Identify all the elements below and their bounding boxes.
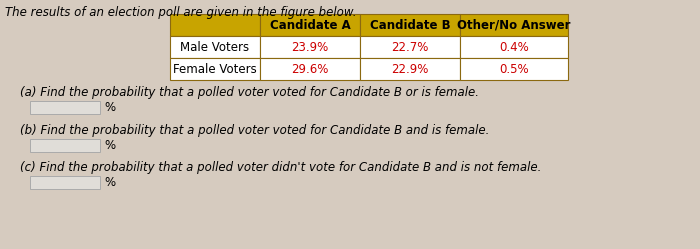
Bar <box>460 14 568 36</box>
Text: Male Voters: Male Voters <box>181 41 250 54</box>
Text: 0.4%: 0.4% <box>499 41 529 54</box>
Text: 22.7%: 22.7% <box>391 41 428 54</box>
Bar <box>360 14 460 36</box>
Bar <box>30 139 100 152</box>
Text: 22.9%: 22.9% <box>391 62 428 75</box>
Bar <box>260 14 360 36</box>
Bar <box>30 101 100 114</box>
Bar <box>170 58 260 80</box>
Bar <box>170 36 260 58</box>
Text: 0.5%: 0.5% <box>499 62 528 75</box>
Text: Other/No Answer: Other/No Answer <box>457 18 570 32</box>
Bar <box>170 14 260 36</box>
Text: (a) Find the probability that a polled voter voted for Candidate B or is female.: (a) Find the probability that a polled v… <box>20 86 479 99</box>
Bar <box>360 36 460 58</box>
Text: 29.6%: 29.6% <box>291 62 329 75</box>
Bar <box>460 58 568 80</box>
Text: Female Voters: Female Voters <box>173 62 257 75</box>
Text: %: % <box>104 101 115 114</box>
Text: Candidate A: Candidate A <box>270 18 351 32</box>
Text: The results of an election poll are given in the figure below.: The results of an election poll are give… <box>5 6 356 19</box>
Text: %: % <box>104 139 115 152</box>
Text: Candidate B: Candidate B <box>370 18 450 32</box>
Bar <box>460 36 568 58</box>
Bar <box>30 176 100 189</box>
Bar <box>360 58 460 80</box>
Bar <box>260 36 360 58</box>
Text: (b) Find the probability that a polled voter voted for Candidate B and is female: (b) Find the probability that a polled v… <box>20 124 489 137</box>
Bar <box>260 58 360 80</box>
Text: 23.9%: 23.9% <box>291 41 328 54</box>
Text: %: % <box>104 176 115 189</box>
Text: (c) Find the probability that a polled voter didn't vote for Candidate B and is : (c) Find the probability that a polled v… <box>20 161 541 174</box>
